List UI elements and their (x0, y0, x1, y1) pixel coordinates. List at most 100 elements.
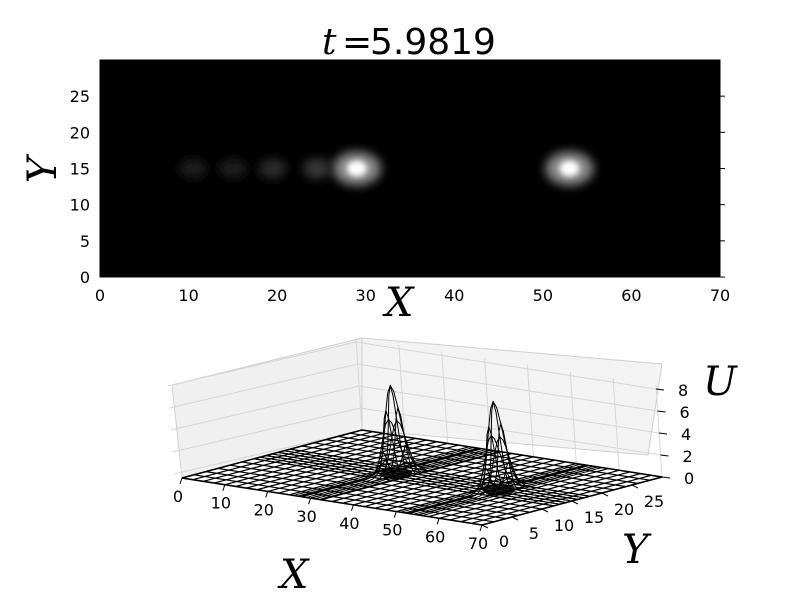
surface-peaks (253, 384, 603, 517)
pane-grid-line (167, 341, 357, 387)
surface-y-slice (301, 418, 483, 498)
floor-grid-line (325, 439, 627, 488)
surface-x-tick-mark (350, 504, 354, 512)
heatmap-y-ticks: 0 5 10 15 20 25 (70, 87, 725, 287)
surface-peak (253, 400, 603, 517)
surface-y-tick-mark (631, 484, 639, 489)
surface-x-tick-mark (265, 491, 269, 498)
heatmap-x-tick-label: 40 (444, 286, 464, 305)
surface-y-tick-mark (481, 524, 489, 529)
pane-grid-line (355, 341, 657, 390)
surface-z-label: U (703, 359, 738, 405)
surface-z-tick-mark (655, 388, 665, 391)
surface-x-tick-mark (222, 484, 226, 491)
surface-x-tick-mark (479, 524, 483, 532)
heatmap-peak (332, 151, 381, 186)
heatmap-x-tick-label: 10 (178, 286, 198, 305)
surface-x-slice (271, 401, 573, 502)
surface-y-tick-label: 5 (529, 524, 539, 543)
heatmap-peaks (179, 151, 594, 186)
pane-grid-line (569, 371, 577, 464)
heatmap-panel: 0 10 20 30 40 50 60 70 0 5 10 15 20 25 X Y (20, 59, 730, 326)
pane-grid-line (357, 363, 658, 412)
surface-y-slice (314, 450, 496, 500)
heatmap-trail-blob (303, 158, 331, 179)
surface-y-tick-mark (601, 492, 609, 497)
surface-x-tick-mark (393, 511, 397, 518)
pane-grid-line (169, 363, 358, 409)
floor-grid-line (217, 467, 519, 516)
chart-title: t = 5.9819 (322, 22, 496, 63)
surface-z-tick-mark (660, 454, 669, 457)
floor-grid-line (301, 445, 603, 494)
surface-y-tick-label: 20 (614, 500, 634, 519)
heatmap-y-tick-label: 20 (70, 123, 90, 142)
surface-x-label: X (277, 552, 310, 598)
heatmap-y-tick-label: 5 (80, 232, 90, 251)
pane-grid-line (360, 407, 661, 456)
surface-x-slice (265, 424, 567, 504)
heatmap-peak (258, 158, 287, 179)
surface-z-tick-label: 6 (680, 403, 690, 422)
surface-y-slice (404, 434, 586, 514)
surface-back-pane-right (361, 337, 663, 456)
heatmap-x-ticks: 0 10 20 30 40 50 60 70 (95, 60, 730, 305)
floor-grid-line (241, 461, 543, 510)
surface-y-tick-label: 10 (554, 516, 574, 535)
pane-grid-line (398, 344, 406, 437)
pane-grid-line (526, 364, 534, 457)
surface-y-ticks: 0 5 10 15 20 25 (481, 484, 664, 551)
surface-z-ticks: 0 2 4 6 8 (655, 381, 694, 488)
heatmap-x-tick-label: 70 (710, 286, 730, 305)
pane-grid-line (484, 358, 492, 451)
surface-x-slice (283, 450, 585, 499)
surface-y-slice (417, 466, 598, 516)
floor-grid-line (205, 471, 507, 520)
surface-x-tick-mark (179, 477, 183, 485)
heatmap-trail-blob (218, 158, 247, 179)
surface-y-slice (297, 447, 478, 497)
surface-y-label: Y (622, 527, 652, 573)
title-value: 5.9819 (370, 22, 496, 63)
surface-y-slice (306, 384, 487, 498)
heatmap-peak-core (346, 160, 367, 177)
heatmap-x-label: X (382, 280, 415, 326)
heatmap-trail-blob (179, 158, 207, 179)
surface-x-slice (289, 448, 591, 497)
surface-z-tick-label: 8 (678, 381, 688, 400)
surface-x-ticks: 0 10 20 30 40 50 60 70 (173, 477, 488, 553)
pane-grid-line (655, 384, 663, 478)
surface-x-slice (253, 458, 555, 507)
surface-x-slice (259, 456, 561, 505)
floor-grid-line (229, 464, 531, 513)
surface-x-tick-label: 30 (296, 507, 316, 526)
surface-z-tick-label: 4 (681, 425, 691, 444)
pane-grid-line (441, 351, 449, 444)
surface-x-tick-label: 20 (254, 500, 274, 519)
floor-grid-line (361, 429, 663, 478)
surface-x-tick-mark (308, 497, 312, 505)
heatmap-y-tick-label: 25 (70, 87, 90, 106)
heatmap-trail-blob (258, 158, 287, 179)
surface-y-tick-mark (571, 500, 579, 505)
pane-grid-line (173, 429, 363, 475)
pane-grid-line (355, 337, 363, 431)
surface-y-tick-label: 15 (584, 508, 604, 527)
heatmap-peak-core (559, 160, 580, 177)
heatmap-y-tick-label: 0 (80, 268, 90, 287)
surface-y-tick-mark (511, 516, 519, 521)
pane-grid-line (170, 385, 360, 431)
pane-grid-line (612, 378, 620, 471)
heatmap-y-tick-label: 10 (70, 196, 90, 215)
surface-y-tick-mark (541, 508, 549, 513)
title-equals: = (342, 22, 372, 63)
surface-x-tick-label: 60 (425, 527, 445, 546)
heatmap-peak (545, 151, 594, 186)
heatmap-x-tick-label: 30 (356, 286, 376, 305)
surface-x-tick-label: 70 (468, 534, 488, 553)
pane-grid-line (358, 385, 660, 434)
floor-grid-line (193, 474, 495, 523)
heatmap-peak (218, 158, 247, 179)
surface-x-tick-label: 50 (382, 521, 402, 540)
